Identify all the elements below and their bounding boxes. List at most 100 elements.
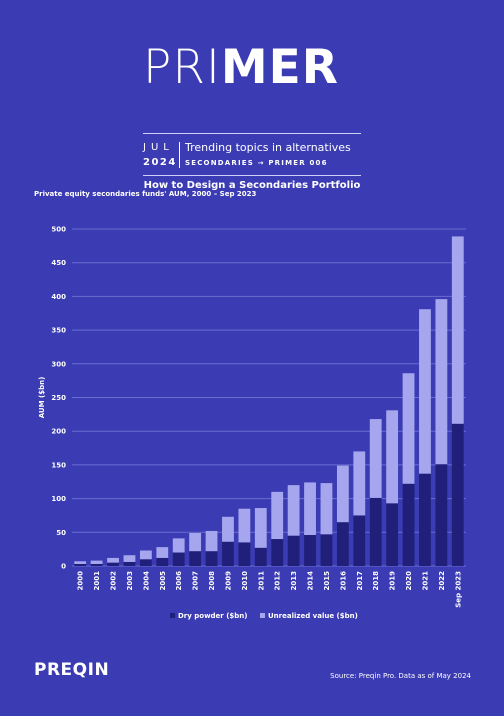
x-tick-label: 2018 — [372, 571, 380, 591]
issue-month: JUL — [143, 142, 174, 153]
preqin-logo: PREQIN — [34, 660, 110, 680]
x-tick-label: 2003 — [126, 571, 134, 591]
bar-unrealized-value — [139, 550, 152, 560]
bar-dry-powder — [369, 497, 382, 566]
y-tick-label: 0 — [61, 563, 66, 571]
x-tick-label: 2005 — [159, 571, 167, 591]
x-tick-label: 2012 — [274, 571, 282, 591]
x-tick-label: 2001 — [93, 571, 101, 591]
chart-title: Private equity secondaries funds' AUM, 2… — [34, 190, 257, 198]
bar-dry-powder — [238, 542, 251, 566]
meta-divider — [179, 142, 180, 168]
y-tick-label: 450 — [51, 259, 66, 267]
bar-dry-powder — [271, 539, 284, 566]
legend-label-unrealized-value: Unrealized value ($bn) — [268, 612, 358, 620]
y-tick-label: 300 — [51, 360, 66, 368]
source-note: Source: Preqin Pro. Data as of May 2024 — [330, 672, 471, 680]
x-tick-label: 2004 — [142, 571, 150, 591]
y-tick-label: 50 — [56, 529, 66, 537]
x-tick-label: Sep 2023 — [454, 571, 462, 608]
bar-unrealized-value — [386, 410, 399, 504]
x-tick-label: 2011 — [257, 571, 265, 591]
y-tick-label: 500 — [51, 226, 66, 234]
y-tick-label: 100 — [51, 495, 66, 503]
x-tick-label: 2016 — [339, 571, 347, 591]
header-rule-bottom — [143, 175, 361, 176]
bar-dry-powder — [435, 464, 448, 566]
bar-unrealized-value — [238, 508, 251, 543]
bar-unrealized-value — [304, 482, 316, 535]
bar-dry-powder — [107, 562, 119, 566]
bar-unrealized-value — [271, 491, 284, 540]
bar-dry-powder — [336, 522, 349, 566]
bar-unrealized-value — [254, 508, 267, 548]
x-tick-label: 2008 — [208, 571, 216, 591]
brand-light-text: PRI — [143, 40, 221, 95]
bar-dry-powder — [386, 503, 399, 566]
y-tick-label: 350 — [51, 327, 66, 335]
legend-swatch-unrealized-value — [260, 613, 265, 618]
bar-dry-powder — [254, 547, 267, 566]
bar-unrealized-value — [336, 465, 349, 523]
bar-dry-powder — [172, 552, 185, 566]
bar-dry-powder — [123, 561, 136, 566]
x-tick-label: 2010 — [241, 571, 249, 591]
y-tick-label: 150 — [51, 461, 66, 469]
x-tick-label: 2006 — [175, 571, 183, 591]
brand-bold-text: MER — [220, 40, 339, 95]
legend-swatch-dry-powder — [170, 613, 175, 618]
bar-dry-powder — [205, 551, 218, 566]
x-tick-label: 2013 — [290, 571, 298, 591]
bar-unrealized-value — [402, 373, 415, 484]
bar-dry-powder — [189, 551, 202, 566]
x-tick-label: 2017 — [356, 571, 364, 591]
primer-logo: PRIMER — [143, 44, 361, 92]
x-tick-label: 2002 — [110, 571, 118, 591]
issue-year: 2024 — [143, 157, 177, 168]
bar-dry-powder — [402, 483, 415, 566]
bar-unrealized-value — [205, 530, 218, 552]
bar-unrealized-value — [353, 451, 366, 516]
bar-dry-powder — [90, 563, 103, 566]
issue-meta: JUL 2024 Trending topics in alternatives… — [143, 140, 361, 170]
bar-unrealized-value — [320, 483, 333, 535]
bar-dry-powder — [419, 473, 431, 566]
x-tick-label: 2020 — [405, 571, 413, 591]
bar-dry-powder — [222, 541, 234, 566]
bar-unrealized-value — [369, 419, 382, 498]
x-tick-label: 2021 — [421, 571, 429, 591]
bar-unrealized-value — [435, 299, 448, 465]
x-tick-label: 2007 — [192, 571, 200, 591]
bar-unrealized-value — [222, 516, 234, 542]
x-tick-label: 2009 — [224, 571, 232, 591]
bar-unrealized-value — [172, 538, 185, 553]
bar-dry-powder — [320, 534, 333, 566]
bar-unrealized-value — [451, 236, 464, 424]
x-tick-label: 2019 — [389, 571, 397, 591]
bar-dry-powder — [304, 534, 316, 566]
issue-series: SECONDARIES → PRIMER 006 — [185, 159, 328, 167]
bar-dry-powder — [451, 423, 464, 566]
y-axis-label: AUM ($bn) — [38, 377, 46, 419]
stacked-bar-chart: 0 50 100 150 200 250 300 350 400 450 500 AUM ($bn) 2… — [38, 226, 466, 620]
x-tick-label: 2015 — [323, 571, 331, 591]
y-tick-label: 250 — [51, 394, 66, 402]
bar-dry-powder — [156, 557, 169, 566]
header-rule-top — [143, 133, 361, 134]
bar-dry-powder — [74, 563, 87, 566]
y-tick-label: 200 — [51, 428, 66, 436]
bar-unrealized-value — [419, 309, 431, 474]
x-tick-label: 2014 — [307, 571, 315, 591]
bar-unrealized-value — [107, 557, 119, 563]
legend-label-dry-powder: Dry powder ($bn) — [178, 612, 247, 620]
bar-unrealized-value — [90, 560, 103, 564]
page-subtitle: How to Design a Secondaries Portfolio — [143, 180, 361, 191]
x-tick-label: 2000 — [77, 571, 85, 591]
bar-dry-powder — [353, 515, 366, 566]
bar-dry-powder — [287, 535, 300, 566]
issue-topic: Trending topics in alternatives — [185, 141, 351, 154]
bar-unrealized-value — [123, 555, 136, 562]
bar-dry-powder — [139, 559, 152, 566]
bar-unrealized-value — [287, 485, 300, 536]
y-tick-label: 400 — [51, 293, 66, 301]
